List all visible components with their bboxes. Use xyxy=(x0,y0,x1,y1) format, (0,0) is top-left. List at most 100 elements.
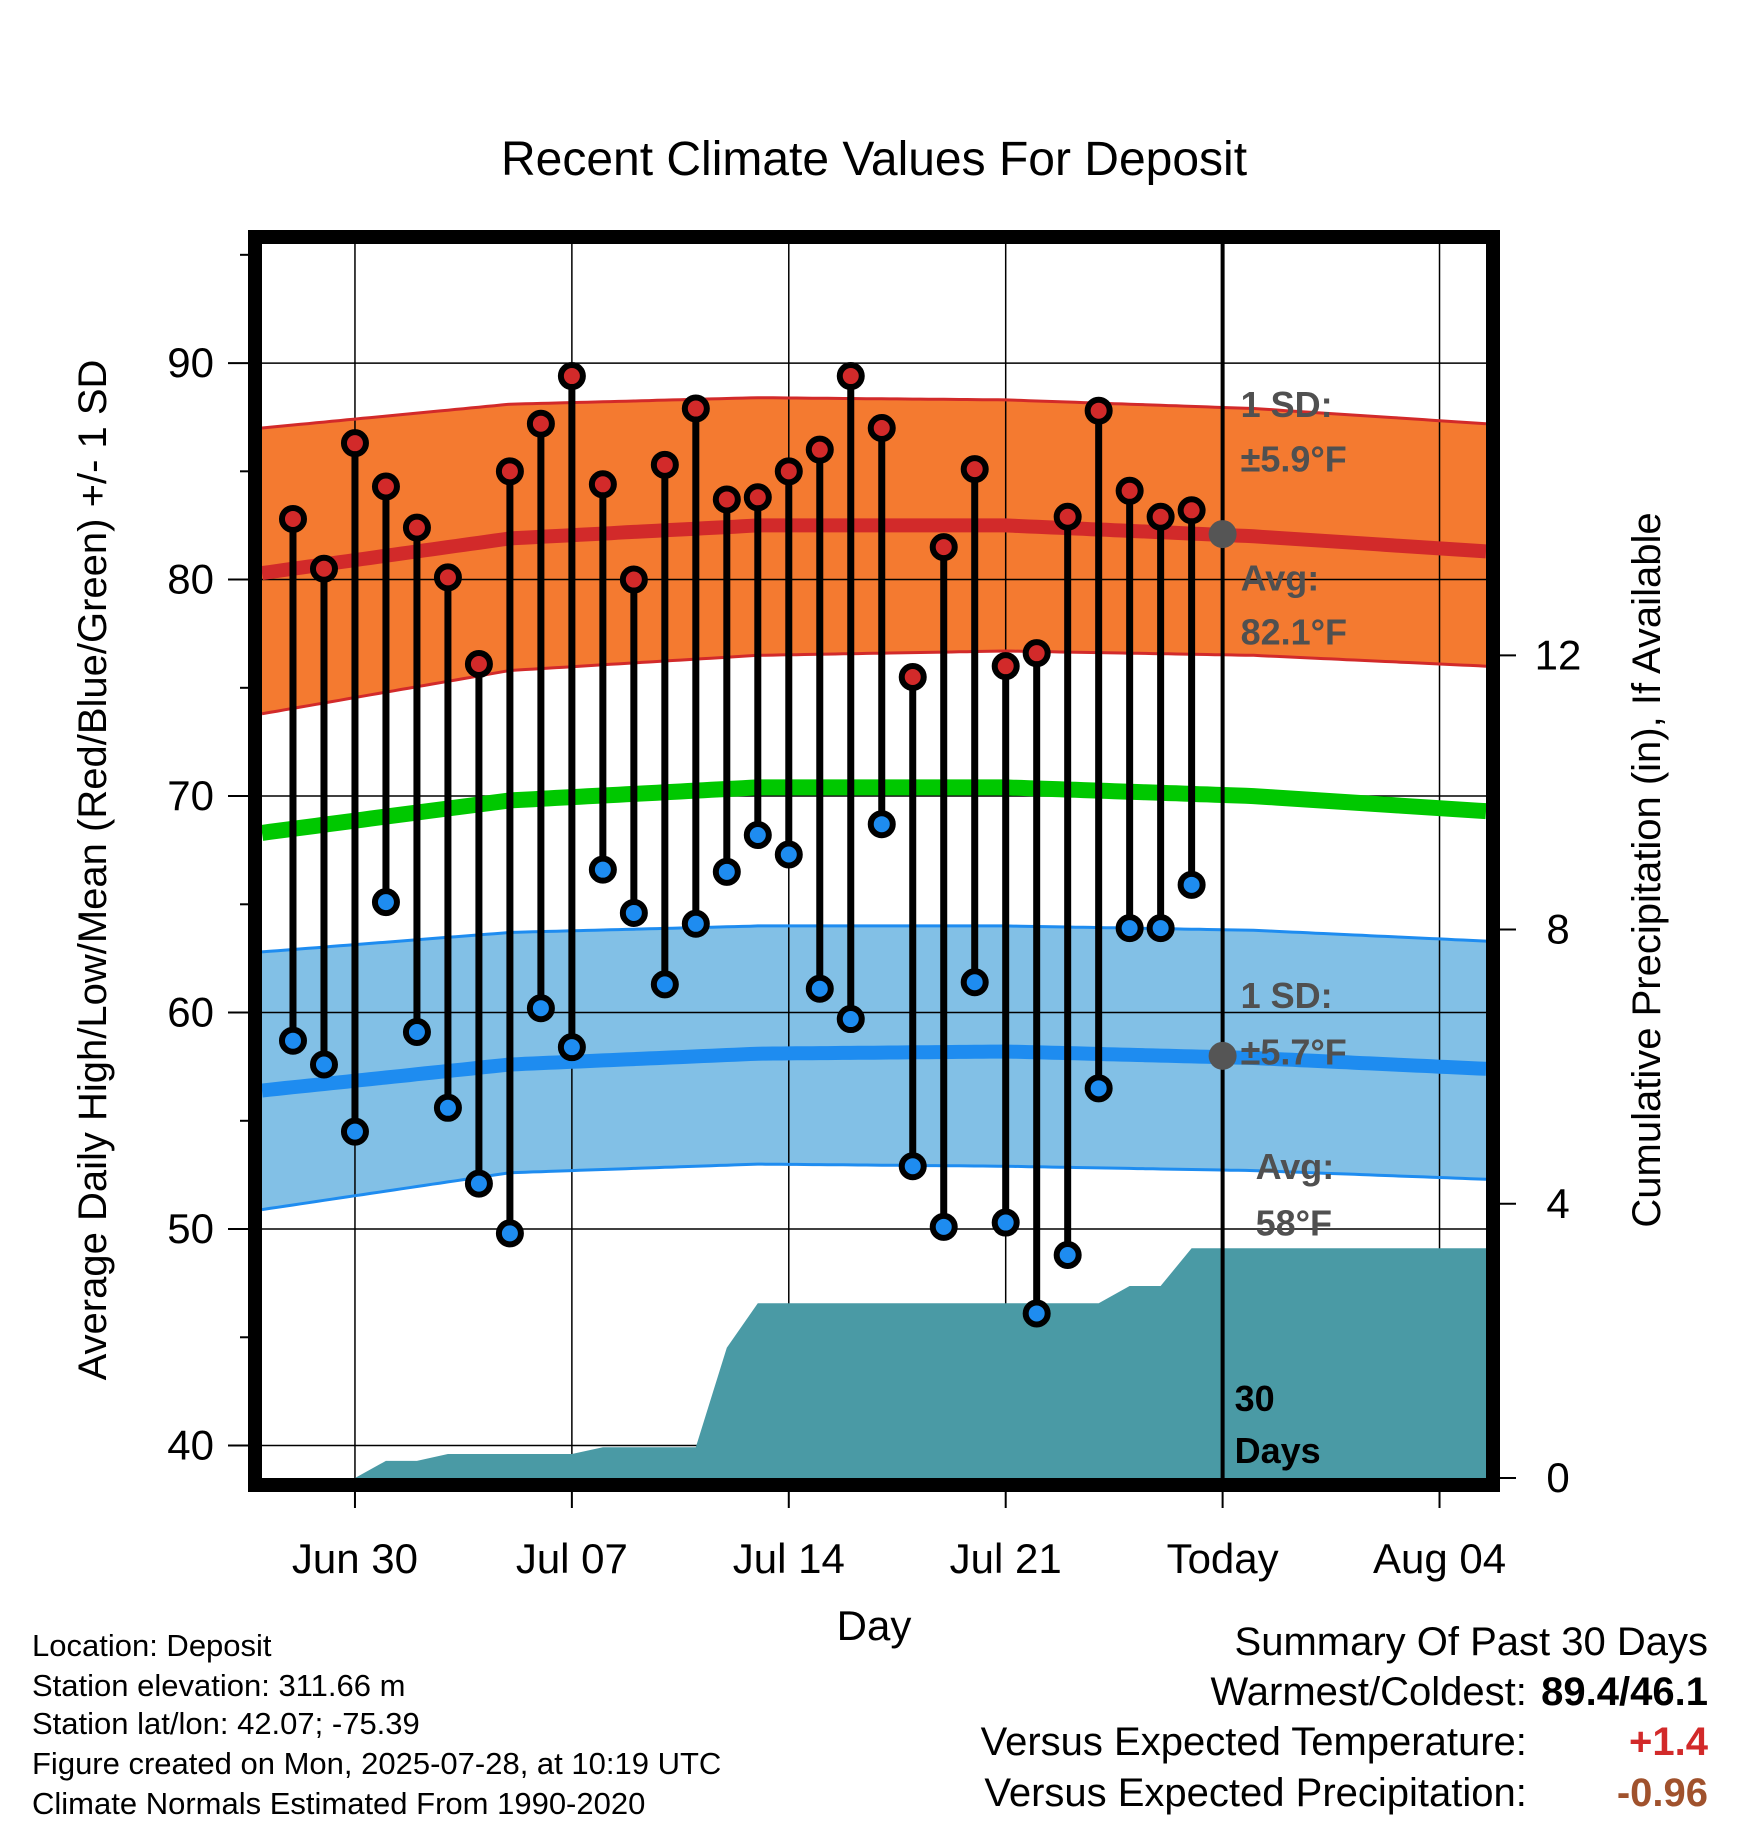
created-text: Figure created on Mon, 2025-07-28, at 10… xyxy=(32,1746,722,1781)
daily-high-dot xyxy=(1022,639,1051,668)
summary-temp: Versus Expected Temperature: +1.4 xyxy=(981,1722,1708,1762)
location-text: Location: Deposit xyxy=(32,1628,272,1663)
daily-high-dot xyxy=(774,457,803,486)
daily-high-dot xyxy=(805,435,834,464)
daily-high-dot xyxy=(650,450,679,479)
daily-low-dot xyxy=(1084,1074,1113,1103)
daily-high-dot xyxy=(898,662,927,691)
normals-text: Climate Normals Estimated From 1990-2020 xyxy=(32,1786,646,1821)
daily-low-dot xyxy=(867,810,896,839)
summary-warm-cold: Warmest/Coldest: 89.4/46.1 xyxy=(1211,1672,1709,1712)
low-avg-value: 58°F xyxy=(1256,1203,1332,1244)
warm-cold-value: 89.4/46.1 xyxy=(1541,1670,1708,1714)
low-sd-value: ±5.7°F xyxy=(1241,1032,1347,1073)
low-avg-label: Avg: xyxy=(1256,1146,1335,1187)
daily-high-dot xyxy=(929,533,958,562)
precip-anomaly-value: -0.96 xyxy=(1616,1771,1708,1815)
daily-high-dot xyxy=(278,504,307,533)
daily-high-dot xyxy=(991,652,1020,681)
low-plus-sd-line xyxy=(262,924,1486,954)
daily-high-dot xyxy=(1053,502,1082,531)
daily-high-dot xyxy=(712,485,741,514)
daily-high-dot xyxy=(588,470,617,499)
daily-high-dot xyxy=(340,429,369,458)
x-tick-label: Jul 07 xyxy=(516,1535,628,1582)
daily-high-dot xyxy=(1084,396,1113,425)
daily-low-dot xyxy=(464,1169,493,1198)
high-avg-value: 82.1°F xyxy=(1241,612,1347,653)
daily-low-dot xyxy=(371,888,400,917)
daily-high-dot xyxy=(526,409,555,438)
chart-title: Recent Climate Values For Deposit xyxy=(501,133,1247,186)
daily-low-dot xyxy=(991,1208,1020,1237)
daily-low-dot xyxy=(650,970,679,999)
daily-high-dot xyxy=(681,394,710,423)
high-sd-value: ±5.9°F xyxy=(1241,438,1347,479)
high-sd-band xyxy=(262,397,1486,714)
plot-frame xyxy=(248,230,1500,1492)
y-axis-label: Average Daily High/Low/Mean (Red/Blue/Gr… xyxy=(71,360,115,1381)
precip-area xyxy=(262,1248,1486,1478)
high-sd-label: 1 SD: xyxy=(1241,384,1333,425)
daily-low-dot xyxy=(278,1026,307,1055)
daily-low-dot xyxy=(309,1050,338,1079)
daily-low-dot xyxy=(495,1219,524,1248)
x-axis-label: Day xyxy=(837,1602,912,1649)
daily-high-dot xyxy=(743,483,772,512)
daily-low-dot xyxy=(340,1117,369,1146)
daily-low-dot xyxy=(898,1152,927,1181)
y-tick-label: 60 xyxy=(167,989,214,1036)
window-label-days: Days xyxy=(1235,1430,1321,1471)
plot-area xyxy=(262,244,1486,1478)
daily-low-dot xyxy=(619,898,648,927)
y2-tick-label: 0 xyxy=(1546,1454,1569,1501)
normal-low-line xyxy=(262,1044,1486,1098)
daily-high-dot xyxy=(836,362,865,391)
low-sd-band xyxy=(262,925,1486,1210)
window-label-number: 30 xyxy=(1235,1378,1275,1419)
daily-low-dot xyxy=(1177,870,1206,899)
high-minus-sd-line xyxy=(262,649,1486,716)
daily-low-dot xyxy=(1022,1299,1051,1328)
y-tick-label: 90 xyxy=(167,339,214,386)
daily-low-dot xyxy=(681,909,710,938)
y-tick-label: 50 xyxy=(167,1205,214,1252)
x-tick-label: Today xyxy=(1167,1535,1279,1582)
daily-low-dot xyxy=(929,1212,958,1241)
temp-anomaly-label: Versus Expected Temperature: xyxy=(980,1720,1527,1764)
daily-low-dot xyxy=(960,968,989,997)
elevation-text: Station elevation: 311.66 m xyxy=(32,1668,406,1703)
y2-tick-label: 12 xyxy=(1535,631,1582,678)
y-tick-label: 40 xyxy=(167,1422,214,1469)
daily-low-dot xyxy=(557,1033,586,1062)
daily-high-dot xyxy=(1146,502,1175,531)
daily-low-dot xyxy=(712,857,741,886)
summary-title: Summary Of Past 30 Days xyxy=(1234,1620,1708,1664)
temp-anomaly-value: +1.4 xyxy=(1629,1720,1708,1764)
daily-low-dot xyxy=(402,1018,431,1047)
normal-mean-line xyxy=(262,779,1486,841)
daily-high-dot xyxy=(867,414,896,443)
daily-high-dot xyxy=(1115,476,1144,505)
daily-high-dot xyxy=(960,455,989,484)
x-tick-label: Jul 21 xyxy=(950,1535,1062,1582)
daily-low-dot xyxy=(774,840,803,869)
y2-tick-label: 4 xyxy=(1546,1180,1569,1227)
daily-high-dot xyxy=(433,563,462,592)
daily-low-dot xyxy=(588,855,617,884)
daily-low-dot xyxy=(433,1093,462,1122)
y-tick-label: 70 xyxy=(167,772,214,819)
y-tick-label: 80 xyxy=(167,556,214,603)
daily-high-dot xyxy=(495,457,524,486)
today-high-avg-dot xyxy=(1208,520,1237,549)
daily-high-dot xyxy=(464,649,493,678)
warm-cold-label: Warmest/Coldest: xyxy=(1210,1670,1527,1714)
summary-precip: Versus Expected Precipitation: -0.96 xyxy=(984,1773,1708,1813)
daily-low-dot xyxy=(1146,914,1175,943)
daily-low-dot xyxy=(805,974,834,1003)
high-avg-label: Avg: xyxy=(1241,557,1320,598)
daily-high-dot xyxy=(309,554,338,583)
high-plus-sd-line xyxy=(262,396,1486,430)
daily-low-dot xyxy=(743,821,772,850)
